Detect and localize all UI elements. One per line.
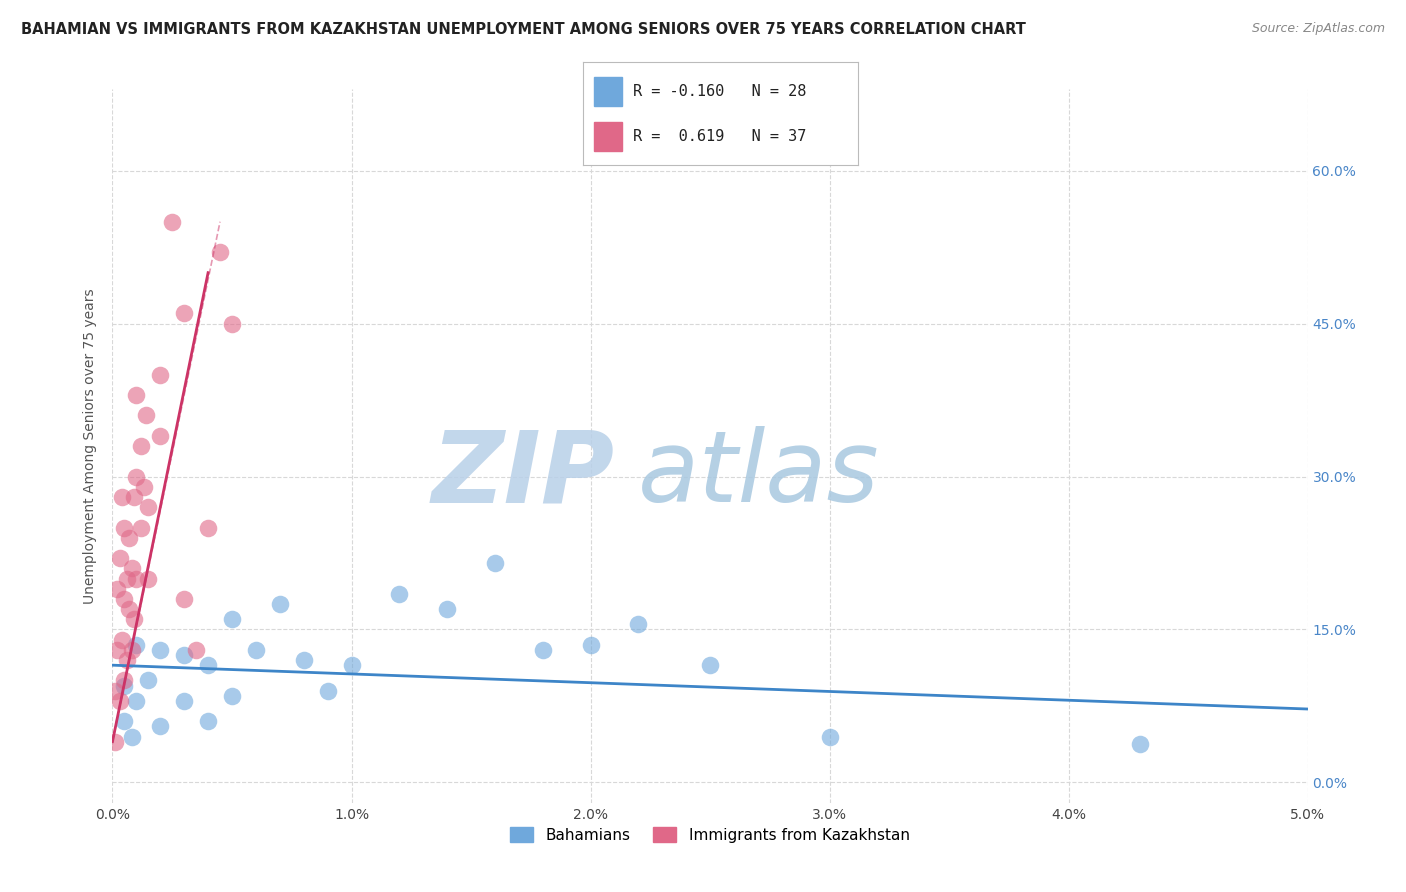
Text: ZIP: ZIP <box>432 426 614 523</box>
Point <box>436 602 458 616</box>
Point <box>125 388 148 402</box>
Point <box>149 643 172 657</box>
Point <box>105 643 128 657</box>
Point <box>132 480 155 494</box>
Point <box>104 683 127 698</box>
Point <box>125 469 148 483</box>
Point <box>269 597 291 611</box>
Point <box>115 653 138 667</box>
Point <box>173 591 195 606</box>
Point <box>149 368 172 382</box>
Point <box>197 658 219 673</box>
Point <box>221 317 243 331</box>
Point <box>818 730 841 744</box>
Point <box>221 689 243 703</box>
Point <box>579 638 602 652</box>
Point <box>197 520 219 534</box>
Point <box>105 582 128 596</box>
Point <box>209 245 232 260</box>
Point <box>316 683 339 698</box>
Point <box>138 673 160 688</box>
Text: atlas: atlas <box>638 426 880 523</box>
Point <box>186 643 208 657</box>
Point <box>135 409 157 423</box>
Point <box>129 520 152 534</box>
Point <box>118 602 141 616</box>
Point <box>111 490 134 504</box>
Text: R = -0.160   N = 28: R = -0.160 N = 28 <box>633 84 806 99</box>
Point <box>114 520 135 534</box>
Text: BAHAMIAN VS IMMIGRANTS FROM KAZAKHSTAN UNEMPLOYMENT AMONG SENIORS OVER 75 YEARS : BAHAMIAN VS IMMIGRANTS FROM KAZAKHSTAN U… <box>21 22 1026 37</box>
Point <box>149 429 172 443</box>
Point <box>627 617 650 632</box>
Point <box>245 643 267 657</box>
Point <box>699 658 721 673</box>
Point <box>114 673 135 688</box>
Point <box>173 306 195 320</box>
Text: Source: ZipAtlas.com: Source: ZipAtlas.com <box>1251 22 1385 36</box>
Point <box>121 561 143 575</box>
Point <box>114 679 135 693</box>
Legend: Bahamians, Immigrants from Kazakhstan: Bahamians, Immigrants from Kazakhstan <box>505 821 915 848</box>
Point <box>104 734 127 748</box>
Point <box>108 551 131 566</box>
Point <box>122 490 145 504</box>
Point <box>111 632 134 647</box>
Point <box>221 612 243 626</box>
Point <box>121 730 143 744</box>
Y-axis label: Unemployment Among Seniors over 75 years: Unemployment Among Seniors over 75 years <box>83 288 97 604</box>
Point <box>173 648 195 662</box>
Point <box>138 500 160 515</box>
Point <box>114 591 135 606</box>
Point <box>162 215 183 229</box>
Point <box>129 439 152 453</box>
Point <box>108 694 131 708</box>
Point <box>125 638 148 652</box>
Point <box>531 643 554 657</box>
Point <box>138 572 160 586</box>
Bar <box>595 77 621 105</box>
Point <box>484 556 506 570</box>
Point <box>340 658 363 673</box>
Point <box>1129 737 1152 751</box>
Text: R =  0.619   N = 37: R = 0.619 N = 37 <box>633 128 806 144</box>
Point <box>115 572 138 586</box>
Point <box>118 531 141 545</box>
Bar <box>595 122 621 151</box>
Point <box>125 572 148 586</box>
Point <box>197 714 219 729</box>
Point <box>121 643 143 657</box>
Point <box>114 714 135 729</box>
Point <box>149 719 172 733</box>
Point <box>292 653 315 667</box>
Point <box>388 587 411 601</box>
Point <box>122 612 145 626</box>
Point <box>173 694 195 708</box>
Point <box>125 694 148 708</box>
